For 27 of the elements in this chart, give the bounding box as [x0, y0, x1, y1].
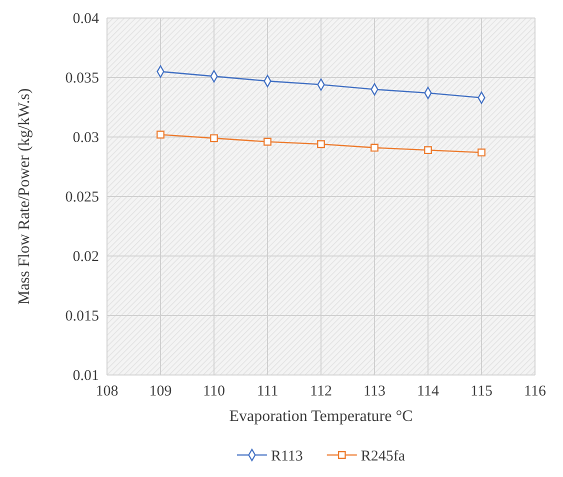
- y-tick-label: 0.02: [72, 248, 99, 265]
- y-tick-label: 0.01: [72, 368, 99, 384]
- point: [370, 144, 378, 152]
- x-tick-label: 116: [524, 384, 546, 400]
- point: [156, 130, 164, 139]
- point: [478, 148, 486, 156]
- x-axis-title: Evaporation Temperature °C: [229, 408, 413, 425]
- point: [264, 138, 272, 146]
- y-tick-label: 0.04: [72, 10, 100, 27]
- x-tick-label: 112: [310, 384, 332, 400]
- point: [210, 134, 218, 142]
- y-tick-label: 0.025: [65, 189, 99, 206]
- x-tick-label: 115: [470, 384, 492, 400]
- point: [424, 146, 432, 154]
- legend-label: R113: [270, 448, 303, 464]
- x-tick-label: 111: [256, 384, 278, 400]
- y-axis-title: Mass Flow Rate/Power (kg/kW.s): [16, 88, 33, 305]
- legend-label: R245fa: [360, 448, 406, 464]
- x-tick-label: 114: [417, 384, 440, 400]
- y-tick-label: 0.03: [72, 130, 99, 146]
- y-tick-label: 0.015: [65, 308, 99, 324]
- point: [317, 140, 325, 148]
- x-tick-label: 110: [203, 384, 225, 400]
- y-tick-label: 0.035: [65, 70, 99, 86]
- x-tick-label: 109: [149, 384, 172, 400]
- x-tick-label: 108: [96, 384, 118, 400]
- x-tick-label: 113: [364, 384, 386, 400]
